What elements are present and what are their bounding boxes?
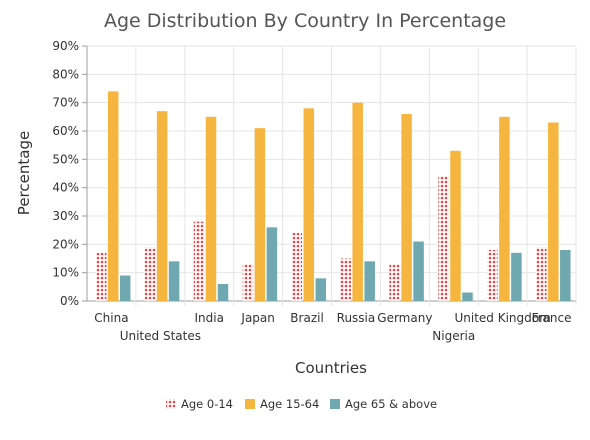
y-axis-label: Percentage: [15, 131, 33, 215]
x-tick-label: Brazil: [290, 311, 324, 325]
bar-age-65-above-russia: [364, 261, 375, 301]
bar-age-0-14-india: [193, 221, 205, 301]
gridlines: [82, 45, 577, 306]
x-tick-label: Russia: [337, 311, 376, 325]
bar-age-15-64-brazil: [303, 108, 315, 301]
bar-age-65-above-united-states: [168, 261, 180, 301]
tick-labels: 0% 10% 20% 30% 40% 50% 60% 70% 80% 90% China United…: [52, 39, 571, 343]
x-tick-label: Nigeria: [432, 329, 475, 343]
bar-age-65-above-united-kingdom: [511, 252, 522, 301]
bar-age-0-14-united-states: [144, 247, 156, 301]
bar-age-15-64-japan: [254, 128, 266, 301]
bar-age-65-above-germany: [413, 241, 424, 301]
x-tick-label: Japan: [240, 311, 274, 325]
bar-age-15-64-india: [205, 116, 217, 301]
bar-age-0-14-germany: [389, 264, 400, 301]
y-tick-label: 20%: [52, 237, 79, 251]
x-tick-label: Germany: [377, 311, 432, 325]
bar-age-65-above-china: [119, 275, 131, 301]
bar-age-65-above-nigeria: [462, 292, 473, 301]
x-tick-label: China: [94, 311, 128, 325]
legend: Age 0-14 Age 15-64 Age 65 & above: [166, 397, 437, 411]
y-tick-label: 40%: [52, 181, 79, 195]
y-tick-label: 70%: [52, 96, 79, 110]
bar-age-0-14-japan: [242, 264, 254, 301]
bar-age-0-14-united-kingdom: [487, 250, 498, 301]
bar-age-0-14-brazil: [291, 233, 303, 301]
x-tick-label: France: [532, 311, 572, 325]
bar-age-15-64-russia: [352, 102, 363, 302]
bar-age-15-64-germany: [401, 114, 412, 301]
x-tick-label: United States: [120, 329, 201, 343]
y-tick-label: 60%: [52, 124, 79, 138]
legend-swatch: [245, 399, 255, 409]
bar-age-65-above-france: [560, 250, 571, 301]
bar-age-0-14-russia: [340, 258, 351, 301]
y-tick-label: 90%: [52, 39, 79, 53]
bar-age-15-64-united-kingdom: [499, 116, 510, 301]
bar-age-0-14-france: [536, 247, 547, 301]
bar-age-65-above-india: [217, 284, 229, 301]
x-axis-label: Countries: [295, 359, 367, 377]
bars: [95, 91, 571, 302]
bar-age-65-above-japan: [266, 227, 278, 301]
x-tick-label: United Kingdom: [454, 311, 550, 325]
bar-age-15-64-nigeria: [450, 150, 461, 301]
bar-age-0-14-china: [95, 252, 107, 301]
y-tick-label: 0%: [60, 294, 79, 308]
bar-age-15-64-china: [107, 91, 119, 301]
chart-title: Age Distribution By Country In Percentag…: [104, 10, 506, 32]
bar-age-0-14-nigeria: [438, 176, 449, 301]
bar-age-15-64-france: [548, 122, 559, 301]
legend-label: Age 0-14: [181, 397, 233, 411]
legend-label: Age 15-64: [260, 397, 319, 411]
x-tick-label: India: [195, 311, 224, 325]
bar-age-15-64-united-states: [156, 111, 168, 302]
y-tick-label: 10%: [52, 266, 79, 280]
bar-age-65-above-brazil: [315, 278, 327, 301]
legend-label: Age 65 & above: [345, 397, 437, 411]
y-tick-label: 30%: [52, 209, 79, 223]
legend-swatch: [330, 399, 340, 409]
y-tick-label: 80%: [52, 67, 79, 81]
y-tick-label: 50%: [52, 152, 79, 166]
legend-swatch: [166, 399, 176, 409]
